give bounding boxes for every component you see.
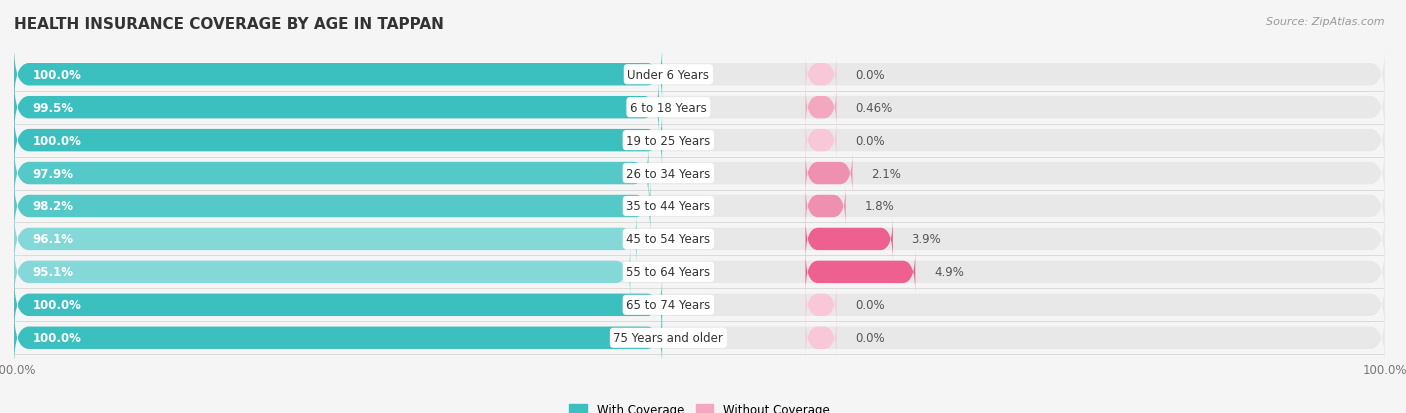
FancyBboxPatch shape [806,152,852,195]
FancyBboxPatch shape [806,218,893,261]
Text: 0.0%: 0.0% [855,299,884,311]
Text: 99.5%: 99.5% [32,102,75,114]
FancyBboxPatch shape [14,47,662,103]
Text: 75 Years and older: 75 Years and older [613,332,723,344]
FancyBboxPatch shape [14,310,1385,366]
FancyBboxPatch shape [14,178,1385,235]
Text: 26 to 34 Years: 26 to 34 Years [626,167,710,180]
FancyBboxPatch shape [806,86,837,130]
FancyBboxPatch shape [14,112,662,169]
FancyBboxPatch shape [14,277,1385,333]
Text: 6 to 18 Years: 6 to 18 Years [630,102,707,114]
FancyBboxPatch shape [806,53,837,97]
Text: 95.1%: 95.1% [32,266,73,279]
FancyBboxPatch shape [14,178,651,235]
Text: 3.9%: 3.9% [911,233,942,246]
FancyBboxPatch shape [14,310,662,366]
Text: 96.1%: 96.1% [32,233,73,246]
Text: 0.46%: 0.46% [855,102,893,114]
FancyBboxPatch shape [14,277,662,333]
Text: 0.0%: 0.0% [855,332,884,344]
Legend: With Coverage, Without Coverage: With Coverage, Without Coverage [565,398,834,413]
Text: 0.0%: 0.0% [855,69,884,81]
FancyBboxPatch shape [806,185,846,228]
FancyBboxPatch shape [14,211,637,268]
Text: 2.1%: 2.1% [872,167,901,180]
Text: 97.9%: 97.9% [32,167,73,180]
Text: 35 to 44 Years: 35 to 44 Years [626,200,710,213]
Text: 100.0%: 100.0% [32,134,82,147]
Text: 0.0%: 0.0% [855,134,884,147]
Text: 55 to 64 Years: 55 to 64 Years [626,266,710,279]
FancyBboxPatch shape [14,112,1385,169]
Text: Under 6 Years: Under 6 Years [627,69,710,81]
FancyBboxPatch shape [14,145,1385,202]
FancyBboxPatch shape [806,283,837,327]
FancyBboxPatch shape [14,80,1385,136]
FancyBboxPatch shape [14,145,648,202]
FancyBboxPatch shape [14,80,659,136]
FancyBboxPatch shape [14,244,630,301]
Text: 65 to 74 Years: 65 to 74 Years [626,299,710,311]
FancyBboxPatch shape [14,211,1385,268]
FancyBboxPatch shape [806,316,837,360]
Text: 19 to 25 Years: 19 to 25 Years [626,134,710,147]
Text: HEALTH INSURANCE COVERAGE BY AGE IN TAPPAN: HEALTH INSURANCE COVERAGE BY AGE IN TAPP… [14,17,444,31]
Text: 100.0%: 100.0% [32,299,82,311]
Text: 98.2%: 98.2% [32,200,73,213]
FancyBboxPatch shape [806,119,837,162]
FancyBboxPatch shape [14,47,1385,103]
Text: 1.8%: 1.8% [865,200,894,213]
Text: Source: ZipAtlas.com: Source: ZipAtlas.com [1267,17,1385,26]
Text: 100.0%: 100.0% [32,69,82,81]
Text: 45 to 54 Years: 45 to 54 Years [626,233,710,246]
Text: 100.0%: 100.0% [32,332,82,344]
FancyBboxPatch shape [14,244,1385,301]
Text: 4.9%: 4.9% [934,266,965,279]
FancyBboxPatch shape [806,251,915,294]
